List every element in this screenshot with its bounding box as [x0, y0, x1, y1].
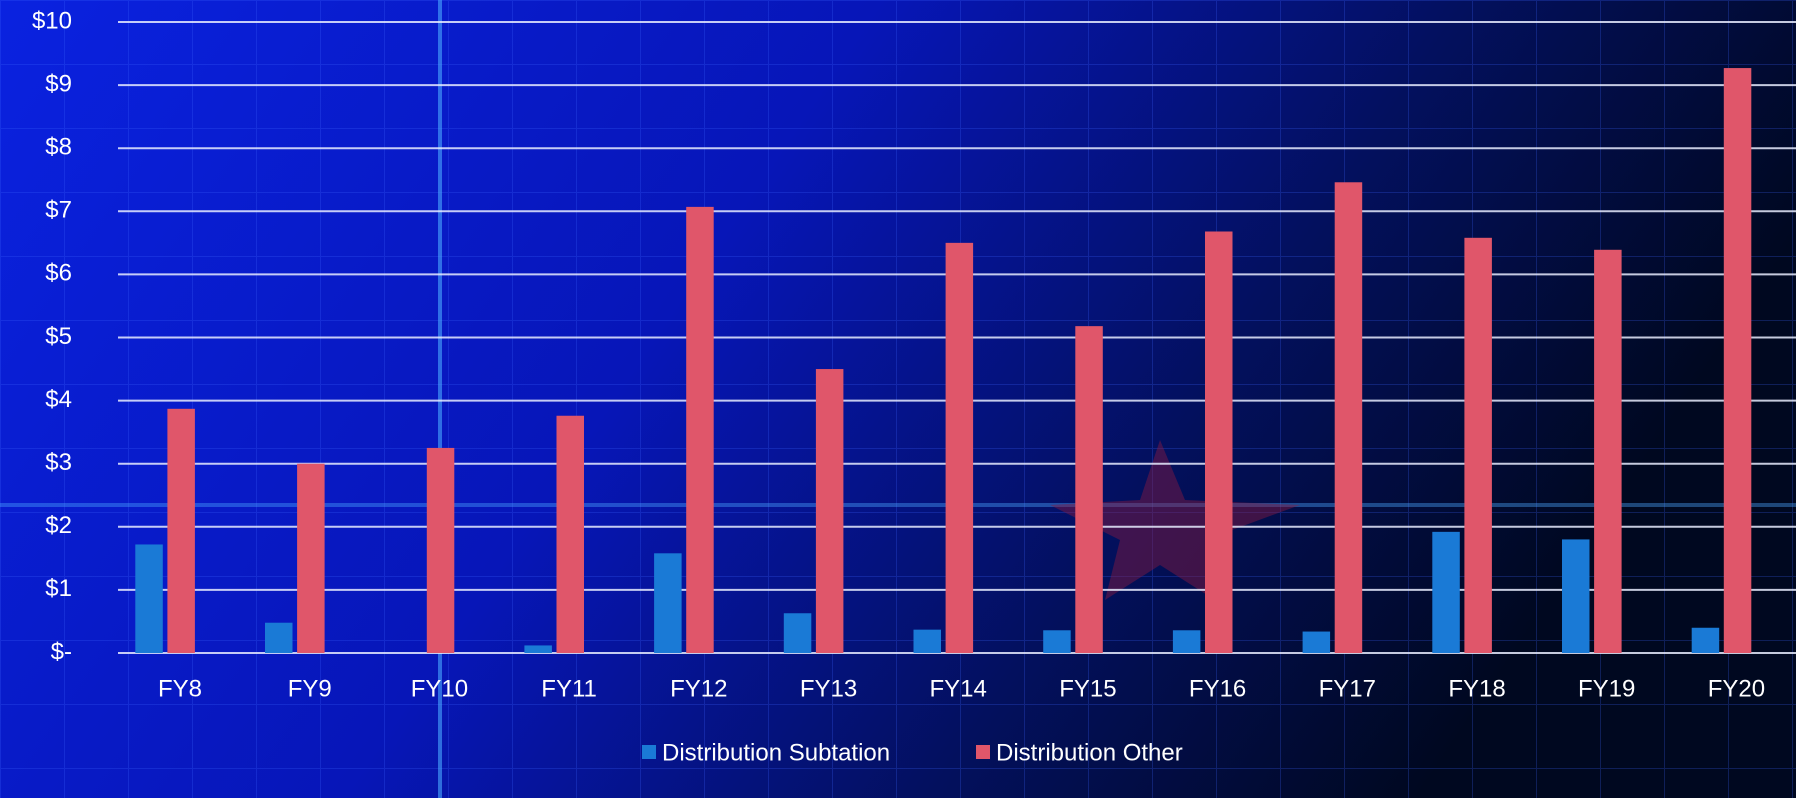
x-tick-label: FY8 — [158, 675, 202, 702]
bar — [654, 553, 682, 653]
x-tick-label: FY19 — [1578, 675, 1635, 702]
x-tick-label: FY12 — [670, 675, 727, 702]
bar — [783, 613, 812, 653]
x-tick-label: FY17 — [1319, 675, 1376, 702]
y-tick-label: $3 — [45, 449, 72, 476]
bar — [1043, 630, 1071, 653]
x-tick-label: FY18 — [1448, 675, 1505, 702]
x-tick-label: FY11 — [541, 675, 597, 702]
x-tick-label: FY13 — [800, 675, 857, 702]
bar — [1172, 630, 1201, 653]
bar — [1432, 531, 1460, 653]
bar — [1075, 326, 1103, 653]
y-tick-label: $4 — [45, 386, 72, 413]
bar — [167, 408, 195, 653]
bar — [297, 463, 325, 653]
bar — [1464, 237, 1492, 653]
bar — [1594, 249, 1622, 653]
bar — [1562, 539, 1590, 653]
bar — [1334, 182, 1363, 654]
y-tick-label: $10 — [32, 7, 72, 34]
bar — [524, 645, 552, 653]
y-tick-label: $8 — [45, 134, 72, 161]
y-tick-label: $6 — [45, 260, 72, 287]
x-tick-label: FY14 — [930, 675, 987, 702]
bar — [556, 415, 584, 653]
bar — [686, 206, 714, 653]
bar — [426, 447, 455, 653]
bar — [265, 622, 293, 653]
y-tick-label: $5 — [45, 323, 72, 350]
bar — [1302, 631, 1331, 653]
legend-label: Distribution Subtation — [662, 739, 890, 766]
y-tick-label: $9 — [45, 70, 72, 97]
y-tick-label: $- — [51, 638, 72, 665]
legend-swatch — [642, 745, 656, 759]
bar — [135, 544, 163, 653]
x-tick-label: FY15 — [1059, 675, 1116, 702]
bar — [1691, 627, 1720, 653]
bar — [945, 242, 974, 653]
bar — [1723, 68, 1752, 654]
legend-label: Distribution Other — [996, 739, 1183, 766]
y-tick-label: $1 — [45, 575, 72, 602]
legend-swatch — [976, 745, 990, 759]
bar — [913, 629, 941, 653]
x-tick-label: FY10 — [411, 675, 468, 702]
bar — [815, 369, 844, 653]
x-tick-label: FY9 — [288, 675, 332, 702]
decor-star — [1050, 440, 1300, 600]
bar — [1205, 231, 1233, 653]
y-tick-label: $2 — [45, 512, 72, 539]
x-tick-label: FY16 — [1189, 675, 1246, 702]
plot: $- $1 $2 $3 $4 $5 $6 $7 $8 $9 $10 FY8 FY9 FY10 FY11 FY1… — [32, 7, 1796, 766]
x-tick-label: FY20 — [1708, 675, 1765, 702]
y-tick-label: $7 — [45, 197, 72, 224]
